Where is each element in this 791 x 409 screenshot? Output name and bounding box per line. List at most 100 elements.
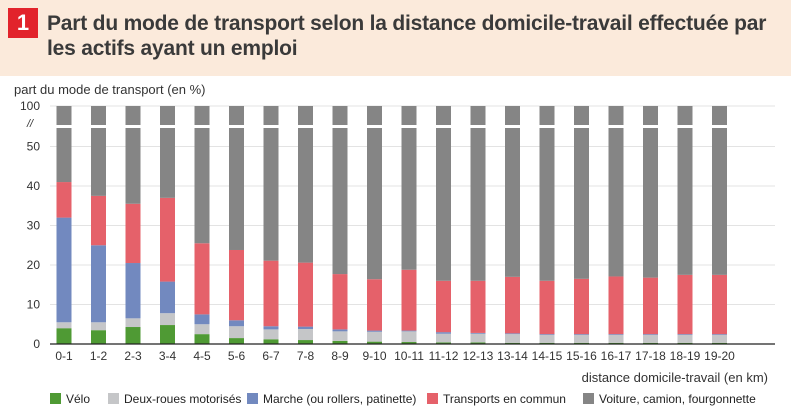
bar-deux_roues xyxy=(539,334,555,343)
legend-swatch xyxy=(247,393,258,404)
bar-transports_commun xyxy=(436,280,451,333)
bar-deux_roues xyxy=(401,331,417,343)
bar-voiture xyxy=(470,128,486,281)
legend-item: Voiture, camion, fourgonnette xyxy=(583,392,756,406)
bar-deux_roues xyxy=(436,333,451,343)
bar-velo xyxy=(401,342,417,344)
chart-header xyxy=(0,0,791,76)
x-axis-label: distance domicile-travail (en km) xyxy=(582,370,768,385)
bar-marche xyxy=(332,329,348,332)
bar-deux_roues xyxy=(712,334,727,343)
bar-deux_roues xyxy=(677,334,693,343)
bar-deux_roues xyxy=(229,326,244,339)
bar-deux_roues xyxy=(608,334,624,343)
legend-label: Vélo xyxy=(66,392,90,406)
bar-velo xyxy=(229,338,244,344)
bar-transports_commun xyxy=(401,269,417,331)
bar-voiture-top xyxy=(263,106,279,125)
bar-velo xyxy=(56,328,72,344)
bar-voiture-top xyxy=(125,106,141,125)
bar-velo xyxy=(298,340,313,344)
x-tick-label: 13-14 xyxy=(497,349,528,363)
bar-marche xyxy=(470,332,486,334)
bar-voiture-top xyxy=(401,106,417,125)
bar-voiture-top xyxy=(229,106,244,125)
bar-voiture xyxy=(643,128,658,278)
legend-swatch xyxy=(50,393,61,404)
bar-voiture-top xyxy=(677,106,693,125)
x-tick-label: 16-17 xyxy=(601,349,632,363)
bar-transports_commun xyxy=(367,279,382,331)
bar-voiture-top xyxy=(608,106,624,125)
bar-voiture-top xyxy=(194,106,210,125)
x-tick-label: 17-18 xyxy=(635,349,666,363)
bar-velo xyxy=(367,341,382,344)
bar-voiture xyxy=(229,128,244,250)
bar-transports_commun xyxy=(539,280,555,335)
x-ticks: 0-1 1-2 2-3 3-4 4-5 5-6 6-7 7-8 8-9 9-10 10-11 11-1… xyxy=(55,349,735,363)
bar-transports_commun xyxy=(125,203,141,264)
bar-deux_roues xyxy=(160,313,175,326)
bar-transports_commun xyxy=(263,260,279,327)
y-tick-label: 30 xyxy=(27,219,41,233)
bar-deux_roues xyxy=(91,322,106,331)
bar-marche xyxy=(160,281,175,314)
legend: Vélo Deux-roues motorisés Marche (ou rolle… xyxy=(50,392,756,406)
bar-transports_commun xyxy=(574,278,589,335)
y-axis-break-mark: // xyxy=(26,118,34,130)
bar-marche xyxy=(229,320,244,327)
x-tick-label: 1-2 xyxy=(90,349,108,363)
bar-voiture xyxy=(608,128,624,277)
bar-velo xyxy=(436,342,451,344)
legend-item: Transports en commun xyxy=(427,392,566,406)
bar-deux_roues xyxy=(332,331,348,341)
bar-transports_commun xyxy=(56,182,72,218)
y-tick-label: 20 xyxy=(27,258,41,272)
y-tick-label: 100 xyxy=(20,99,40,113)
y-tick-label: 10 xyxy=(27,298,41,312)
bar-marche xyxy=(298,326,313,329)
bar-transports_commun xyxy=(160,197,175,282)
legend-label: Deux-roues motorisés xyxy=(124,392,241,406)
legend-item: Vélo xyxy=(50,392,90,406)
x-tick-label: 5-6 xyxy=(228,349,246,363)
y-tick-label: 50 xyxy=(27,140,41,154)
x-tick-label: 11-12 xyxy=(429,349,459,363)
x-tick-label: 14-15 xyxy=(532,349,563,363)
bar-deux_roues xyxy=(298,328,313,341)
bar-voiture xyxy=(436,128,451,281)
bar-deux_roues xyxy=(367,331,382,342)
bar-marche xyxy=(643,334,658,335)
bar-voiture-top xyxy=(436,106,451,125)
bar-voiture xyxy=(160,128,175,198)
bar-voiture xyxy=(91,128,106,196)
legend-label: Transports en commun xyxy=(443,392,566,406)
figure-number-badge: 1 xyxy=(8,8,38,38)
y-axis-label: part du mode de transport (en %) xyxy=(14,82,206,97)
bar-deux_roues xyxy=(505,334,520,343)
bar-voiture-top xyxy=(643,106,658,125)
bar-deux_roues xyxy=(643,334,658,343)
bar-deux_roues xyxy=(125,318,141,328)
bar-voiture-top xyxy=(574,106,589,125)
bar-voiture xyxy=(574,128,589,279)
bar-velo xyxy=(91,330,106,344)
x-tick-label: 19-20 xyxy=(704,349,735,363)
bar-voiture xyxy=(263,128,279,261)
bar-velo xyxy=(125,327,141,344)
bar-velo xyxy=(470,342,486,344)
bar-voiture xyxy=(505,128,520,277)
y-ticks: 0 10 20 30 40 50 100 // xyxy=(20,99,40,351)
bar-deux_roues xyxy=(194,324,210,335)
y-tick-label: 40 xyxy=(27,179,41,193)
bar-voiture-top xyxy=(91,106,106,125)
bar-voiture-top xyxy=(160,106,175,125)
legend-swatch xyxy=(427,393,438,404)
bar-transports_commun xyxy=(332,274,348,330)
bar-voiture xyxy=(56,128,72,183)
bar-voiture xyxy=(125,128,141,204)
bar-transports_commun xyxy=(643,277,658,335)
bar-marche xyxy=(436,332,451,334)
bar-voiture-top xyxy=(712,106,727,125)
